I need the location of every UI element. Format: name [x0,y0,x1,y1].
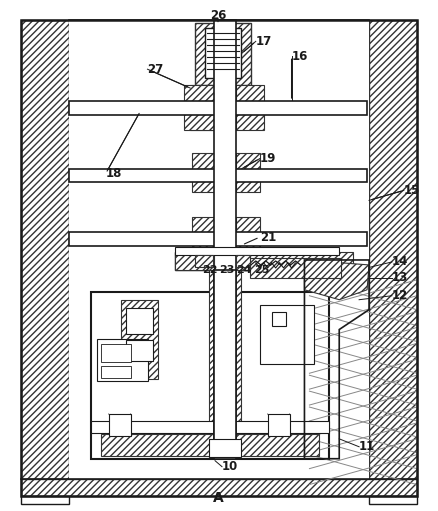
Bar [91,421,329,433]
Text: 10: 10 [222,460,238,473]
Text: 18: 18 [106,167,122,180]
Bar [369,497,417,504]
Bar [195,24,251,85]
Bar [192,217,214,251]
Bar [184,85,214,130]
Bar [268,414,290,436]
Bar [175,247,339,255]
Bar [236,153,260,193]
Bar [69,19,369,479]
Bar [190,85,214,130]
Text: 21: 21 [260,230,276,244]
Bar [209,439,241,457]
Bar [236,85,264,130]
Text: 25: 25 [254,265,269,275]
Text: 19: 19 [260,152,276,165]
Bar [21,497,69,504]
Text: 14: 14 [392,256,408,268]
Bar [192,153,214,193]
Text: A: A [212,492,223,505]
Bar [175,252,339,270]
Bar [21,479,417,497]
Text: 17: 17 [256,35,272,48]
Bar [101,434,319,456]
Text: 22: 22 [202,265,218,275]
Bar [109,414,131,436]
Bar [101,344,131,362]
Bar [126,340,153,361]
Text: 11: 11 [359,440,375,453]
Text: 23: 23 [219,265,235,275]
Bar [369,19,417,479]
Bar [97,339,148,381]
Bar [21,19,69,479]
Bar [120,300,159,379]
Text: 12: 12 [392,289,408,302]
Bar [272,312,286,326]
Text: 15: 15 [404,184,420,197]
Text: 26: 26 [210,9,226,22]
Bar [214,19,236,457]
Bar [126,308,153,334]
Text: 27: 27 [148,63,164,76]
Bar [101,366,131,378]
Bar [236,255,250,267]
Bar [69,101,367,115]
Bar [205,29,241,78]
Bar [91,292,329,459]
Text: 24: 24 [236,265,252,275]
Text: 16: 16 [292,50,308,63]
Bar [236,252,353,270]
Bar [236,217,260,251]
Bar [69,232,367,246]
Bar [250,258,341,278]
Bar [175,252,214,270]
Bar [69,169,367,182]
Bar [260,305,314,364]
Bar [195,255,213,267]
Text: 13: 13 [392,271,408,284]
Polygon shape [304,260,369,300]
Bar [209,270,241,454]
Polygon shape [304,260,369,459]
Bar [214,270,236,459]
